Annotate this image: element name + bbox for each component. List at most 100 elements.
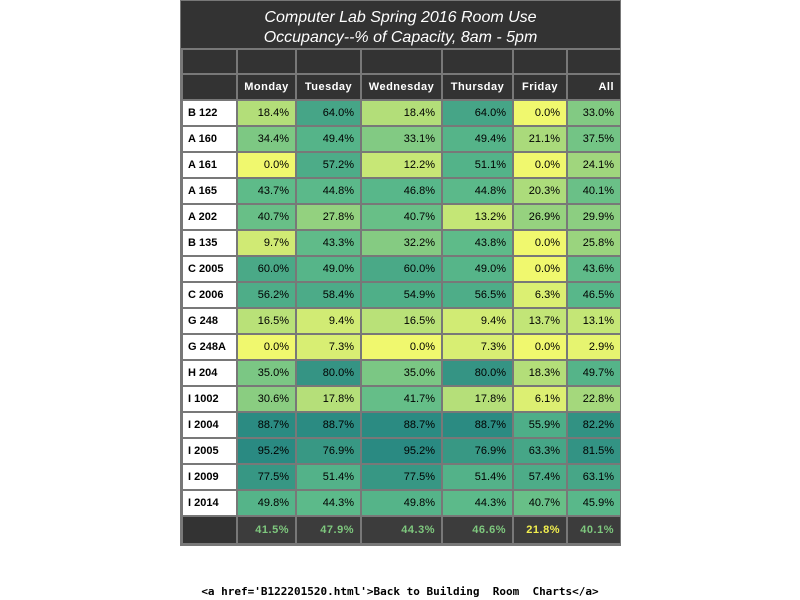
occupancy-cell-tuesday: 57.2% xyxy=(297,153,360,177)
occupancy-cell-tuesday: 51.4% xyxy=(297,465,360,489)
table-row: I 2009 77.5% 51.4% 77.5% 51.4% 57.4% 63.1% xyxy=(183,465,620,489)
occupancy-cell-thursday: 51.4% xyxy=(443,465,512,489)
totals-corner-cell xyxy=(183,517,236,543)
total-cell-thursday: 46.6% xyxy=(443,517,512,543)
occupancy-cell-monday: 16.5% xyxy=(238,309,295,333)
room-label: G 248A xyxy=(183,335,236,359)
occupancy-cell-monday: 77.5% xyxy=(238,465,295,489)
header-spacer-cell xyxy=(568,50,620,73)
occupancy-cell-all: 63.1% xyxy=(568,465,620,489)
occupancy-cell-friday: 40.7% xyxy=(514,491,566,515)
occupancy-cell-tuesday: 44.3% xyxy=(297,491,360,515)
room-label: C 2006 xyxy=(183,283,236,307)
room-label: B 122 xyxy=(183,101,236,125)
table-row: I 2004 88.7% 88.7% 88.7% 88.7% 55.9% 82.2% xyxy=(183,413,620,437)
occupancy-cell-thursday: 17.8% xyxy=(443,387,512,411)
table-row: B 135 9.7% 43.3% 32.2% 43.8% 0.0% 25.8% xyxy=(183,231,620,255)
occupancy-cell-friday: 21.1% xyxy=(514,127,566,151)
totals-row: 41.5% 47.9% 44.3% 46.6% 21.8% 40.1% xyxy=(183,517,620,543)
table-row: A 161 0.0% 57.2% 12.2% 51.1% 0.0% 24.1% xyxy=(183,153,620,177)
total-cell-wednesday: 44.3% xyxy=(362,517,441,543)
column-header-row: Monday Tuesday Wednesday Thursday Friday… xyxy=(183,75,620,99)
occupancy-cell-friday: 57.4% xyxy=(514,465,566,489)
room-label: A 202 xyxy=(183,205,236,229)
column-header-friday: Friday xyxy=(514,75,566,99)
occupancy-table: Monday Tuesday Wednesday Thursday Friday… xyxy=(181,48,622,545)
occupancy-cell-thursday: 76.9% xyxy=(443,439,512,463)
occupancy-cell-friday: 0.0% xyxy=(514,101,566,125)
title-block: Computer Lab Spring 2016 Room Use Occupa… xyxy=(181,1,620,48)
room-label: G 248 xyxy=(183,309,236,333)
table-body: B 122 18.4% 64.0% 18.4% 64.0% 0.0% 33.0% A 160 3… xyxy=(183,101,620,515)
header-spacer-cell xyxy=(514,50,566,73)
occupancy-cell-monday: 9.7% xyxy=(238,231,295,255)
column-header-all: All xyxy=(568,75,620,99)
occupancy-cell-friday: 55.9% xyxy=(514,413,566,437)
occupancy-cell-friday: 20.3% xyxy=(514,179,566,203)
occupancy-cell-monday: 49.8% xyxy=(238,491,295,515)
total-cell-tuesday: 47.9% xyxy=(297,517,360,543)
room-label: A 161 xyxy=(183,153,236,177)
back-to-charts-link[interactable]: <a href='B122201520.html'>Back to Buildi… xyxy=(201,585,599,598)
occupancy-cell-tuesday: 9.4% xyxy=(297,309,360,333)
occupancy-cell-thursday: 49.0% xyxy=(443,257,512,281)
occupancy-cell-wednesday: 41.7% xyxy=(362,387,441,411)
table-row: A 165 43.7% 44.8% 46.8% 44.8% 20.3% 40.1% xyxy=(183,179,620,203)
occupancy-cell-all: 45.9% xyxy=(568,491,620,515)
occupancy-cell-wednesday: 49.8% xyxy=(362,491,441,515)
occupancy-cell-friday: 0.0% xyxy=(514,257,566,281)
occupancy-cell-all: 81.5% xyxy=(568,439,620,463)
occupancy-cell-monday: 88.7% xyxy=(238,413,295,437)
occupancy-cell-thursday: 49.4% xyxy=(443,127,512,151)
room-label: H 204 xyxy=(183,361,236,385)
occupancy-cell-tuesday: 17.8% xyxy=(297,387,360,411)
occupancy-cell-tuesday: 44.8% xyxy=(297,179,360,203)
table-row: A 202 40.7% 27.8% 40.7% 13.2% 26.9% 29.9% xyxy=(183,205,620,229)
occupancy-cell-tuesday: 7.3% xyxy=(297,335,360,359)
occupancy-cell-monday: 60.0% xyxy=(238,257,295,281)
occupancy-cell-monday: 0.0% xyxy=(238,153,295,177)
table-row: C 2005 60.0% 49.0% 60.0% 49.0% 0.0% 43.6% xyxy=(183,257,620,281)
occupancy-cell-tuesday: 64.0% xyxy=(297,101,360,125)
occupancy-cell-wednesday: 95.2% xyxy=(362,439,441,463)
occupancy-cell-thursday: 44.8% xyxy=(443,179,512,203)
occupancy-cell-wednesday: 46.8% xyxy=(362,179,441,203)
occupancy-cell-thursday: 88.7% xyxy=(443,413,512,437)
occupancy-cell-wednesday: 18.4% xyxy=(362,101,441,125)
occupancy-cell-all: 2.9% xyxy=(568,335,620,359)
occupancy-cell-tuesday: 43.3% xyxy=(297,231,360,255)
occupancy-cell-all: 33.0% xyxy=(568,101,620,125)
occupancy-cell-all: 24.1% xyxy=(568,153,620,177)
header-spacer-cell xyxy=(443,50,512,73)
column-header-tuesday: Tuesday xyxy=(297,75,360,99)
occupancy-cell-tuesday: 58.4% xyxy=(297,283,360,307)
occupancy-cell-all: 37.5% xyxy=(568,127,620,151)
total-cell-friday: 21.8% xyxy=(514,517,566,543)
occupancy-cell-friday: 6.1% xyxy=(514,387,566,411)
occupancy-cell-monday: 34.4% xyxy=(238,127,295,151)
occupancy-cell-friday: 0.0% xyxy=(514,231,566,255)
occupancy-cell-wednesday: 33.1% xyxy=(362,127,441,151)
room-label: I 2014 xyxy=(183,491,236,515)
occupancy-cell-thursday: 7.3% xyxy=(443,335,512,359)
occupancy-cell-friday: 18.3% xyxy=(514,361,566,385)
occupancy-cell-wednesday: 12.2% xyxy=(362,153,441,177)
occupancy-cell-all: 46.5% xyxy=(568,283,620,307)
report-title: Computer Lab Spring 2016 Room Use xyxy=(264,9,537,26)
room-label: A 160 xyxy=(183,127,236,151)
room-label: A 165 xyxy=(183,179,236,203)
header-spacer-cell xyxy=(297,50,360,73)
room-label: C 2005 xyxy=(183,257,236,281)
occupancy-cell-friday: 63.3% xyxy=(514,439,566,463)
table-row: I 1002 30.6% 17.8% 41.7% 17.8% 6.1% 22.8% xyxy=(183,387,620,411)
occupancy-cell-all: 22.8% xyxy=(568,387,620,411)
total-cell-monday: 41.5% xyxy=(238,517,295,543)
occupancy-cell-tuesday: 49.0% xyxy=(297,257,360,281)
occupancy-cell-monday: 40.7% xyxy=(238,205,295,229)
total-cell-all: 40.1% xyxy=(568,517,620,543)
occupancy-cell-wednesday: 16.5% xyxy=(362,309,441,333)
occupancy-cell-all: 29.9% xyxy=(568,205,620,229)
occupancy-cell-all: 13.1% xyxy=(568,309,620,333)
occupancy-cell-friday: 0.0% xyxy=(514,335,566,359)
occupancy-cell-wednesday: 60.0% xyxy=(362,257,441,281)
